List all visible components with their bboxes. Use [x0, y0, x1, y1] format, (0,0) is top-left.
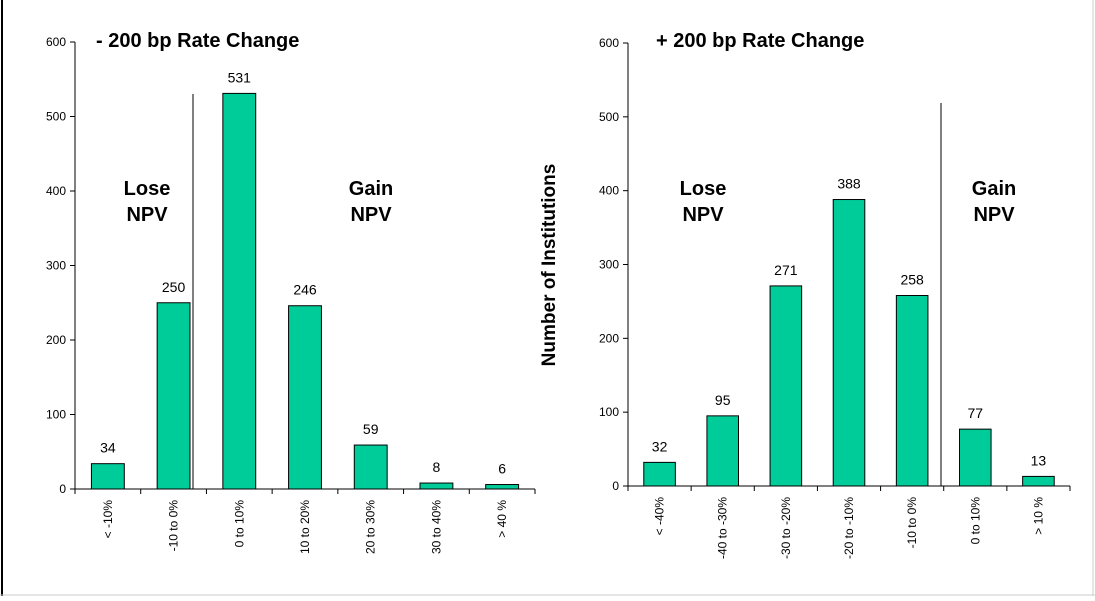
chart-title: + 200 bp Rate Change	[656, 30, 864, 52]
x-tick-label: 10 to 20%	[298, 500, 312, 554]
bar	[353, 444, 388, 490]
y-tick-label: 100	[599, 405, 619, 419]
y-tick-label: 100	[46, 408, 66, 422]
bar	[485, 484, 520, 490]
data-label: 258	[900, 272, 924, 288]
bar	[90, 463, 125, 490]
x-tick-label: -30 to -20%	[779, 497, 793, 559]
region-label-lose-npv: NPV	[682, 204, 724, 226]
chart-marks: 0 100 200 300 400 500 600 34 < -10% 250 -10 to 0% 5…	[46, 35, 536, 554]
chart-minus-200bp: - 200 bp Rate Change Lose NPV Gain NPV 0…	[46, 30, 536, 554]
bar	[706, 415, 740, 487]
x-tick-label: 30 to 40%	[429, 500, 443, 554]
x-tick-label: 0 to 10%	[968, 497, 982, 545]
data-label: 32	[652, 438, 668, 454]
y-tick-label: 0	[612, 479, 619, 493]
data-label: 77	[967, 405, 983, 421]
y-tick-label: 600	[599, 36, 619, 50]
region-label-gain: Gain	[972, 178, 1016, 200]
data-label: 250	[162, 279, 186, 295]
x-tick-label: -10 to 0%	[905, 497, 919, 549]
region-label-gain-npv: NPV	[973, 204, 1015, 226]
bar	[895, 295, 929, 487]
data-label: 8	[433, 459, 441, 475]
bar	[419, 482, 454, 490]
y-tick-label: 500	[46, 110, 66, 124]
region-label-lose-npv: NPV	[126, 204, 168, 226]
chart-title: - 200 bp Rate Change	[96, 30, 299, 52]
x-tick-label: > 10 %	[1031, 497, 1045, 535]
data-label: 34	[100, 440, 116, 456]
data-label: 13	[1031, 452, 1047, 468]
bar	[769, 285, 803, 487]
y-tick-label: 200	[46, 333, 66, 347]
bar	[222, 92, 257, 490]
data-label: 246	[293, 282, 317, 298]
bar	[1022, 475, 1055, 487]
x-tick-label: -10 to 0%	[167, 500, 181, 552]
bar	[156, 302, 191, 490]
y-axis-label: Number of Institutions	[539, 164, 560, 367]
y-tick-label: 0	[59, 482, 66, 496]
region-label-gain: Gain	[349, 178, 393, 200]
x-tick-label: > 40 %	[495, 500, 509, 538]
x-tick-label: -20 to -10%	[842, 497, 856, 559]
data-label: 6	[498, 461, 506, 477]
y-tick-label: 300	[46, 259, 66, 273]
data-label: 388	[837, 176, 861, 192]
region-label-gain-npv: NPV	[350, 204, 392, 226]
bar	[643, 461, 676, 487]
chart-plus-200bp: + 200 bp Rate Change Number of Instituti…	[539, 30, 1071, 559]
region-label-lose: Lose	[680, 178, 727, 200]
x-tick-label: < -10%	[101, 500, 115, 539]
region-label-lose: Lose	[124, 178, 171, 200]
data-label: 95	[715, 392, 731, 408]
data-label: 531	[228, 69, 252, 85]
y-tick-label: 600	[46, 35, 66, 49]
chart-marks: 0 100 200 300 400 500 600 32 < -40% 95 -40 to -30%…	[599, 36, 1071, 559]
bar	[959, 428, 992, 487]
x-tick-label: 0 to 10%	[232, 500, 246, 548]
data-label: 59	[363, 421, 379, 437]
bar	[832, 199, 866, 487]
bar	[288, 305, 322, 490]
x-tick-label: 20 to 30%	[364, 500, 378, 554]
data-label: 271	[774, 262, 798, 278]
x-tick-label: < -40%	[653, 497, 667, 536]
y-tick-label: 500	[599, 110, 619, 124]
y-tick-label: 400	[599, 184, 619, 198]
y-tick-label: 200	[599, 331, 619, 345]
x-tick-label: -40 to -30%	[716, 497, 730, 559]
y-tick-label: 300	[599, 258, 619, 272]
y-tick-label: 400	[46, 184, 66, 198]
